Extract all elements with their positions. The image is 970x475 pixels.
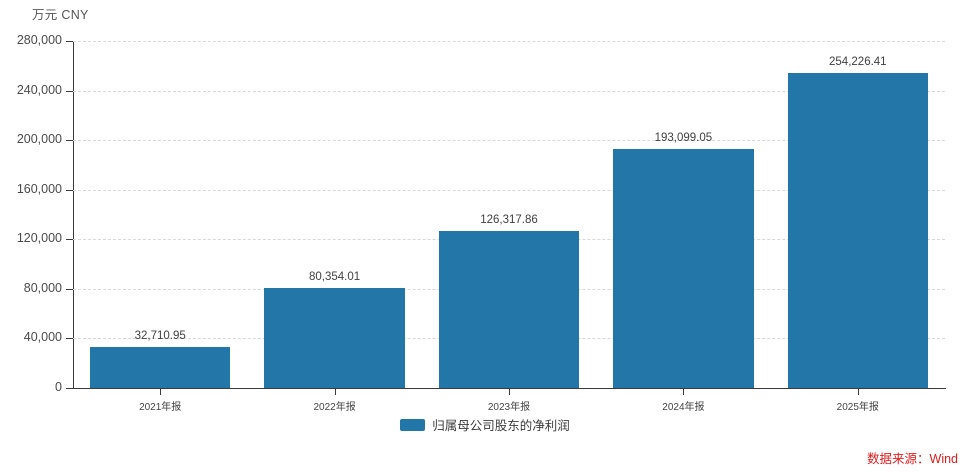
x-axis-tick-label: 2022年报 [313,402,356,413]
legend-item-net-profit[interactable]: 归属母公司股东的净利润 [400,415,570,434]
y-axis-tick-mark [66,388,73,389]
y-axis-line [73,41,74,389]
chart-legend: 归属母公司股东的净利润 [0,415,970,434]
y-axis-tick-label: 80,000 [23,280,62,295]
bar-value-label: 126,317.86 [480,214,538,227]
y-axis-tick-mark [66,189,73,191]
bar-value-label: 80,354.01 [309,271,361,284]
gridline [73,189,945,191]
data-source-note: 数据来源：Wind [867,452,958,466]
y-axis-tick-mark [66,239,73,241]
x-axis-tick-mark [683,388,685,395]
bar[interactable] [90,347,231,388]
gridline [73,90,945,92]
bar[interactable] [438,231,580,388]
gridline [73,41,945,42]
x-axis-tick-mark [509,388,510,395]
x-axis-tick-label: 2021年报 [139,402,182,413]
y-axis-tick-label: 120,000 [16,231,62,246]
plot-area: 32,710.95 80,354.01 126,317.86 193,099.05 25… [73,41,945,388]
bar-value-label: 254,226.41 [829,55,887,68]
y-axis-tick-label: 0 [55,380,62,394]
y-axis-tick-mark [66,338,73,340]
x-axis-tick-mark [334,388,336,395]
bar-value-label: 193,099.05 [654,131,713,144]
y-axis-unit-label: 万元 CNY [32,8,89,22]
y-axis-tick-mark [66,140,73,142]
bar[interactable] [787,72,928,388]
legend-color-swatch-icon [400,418,426,431]
y-axis-tick-label: 280,000 [16,33,62,47]
bar[interactable] [613,148,754,388]
bar[interactable] [264,288,405,388]
legend-item-label: 归属母公司股东的净利润 [432,419,570,433]
x-axis-tick-label: 2025年报 [836,402,879,413]
x-axis-tick-mark [160,388,162,395]
y-axis-tick-mark [66,90,73,92]
y-axis-tick-label: 160,000 [16,181,62,196]
x-axis-tick-label: 2024年报 [662,402,705,413]
x-axis-tick-label: 2023年报 [487,402,531,413]
y-axis-tick-label: 240,000 [16,82,62,97]
gridline [73,140,945,142]
y-axis-tick-label: 40,000 [23,330,62,345]
y-axis-tick-mark [66,41,73,42]
bar-value-label: 32,710.95 [134,330,186,343]
y-axis-tick-label: 200,000 [16,132,62,147]
y-axis-tick-mark [66,288,73,290]
x-axis-tick-mark [857,388,859,395]
